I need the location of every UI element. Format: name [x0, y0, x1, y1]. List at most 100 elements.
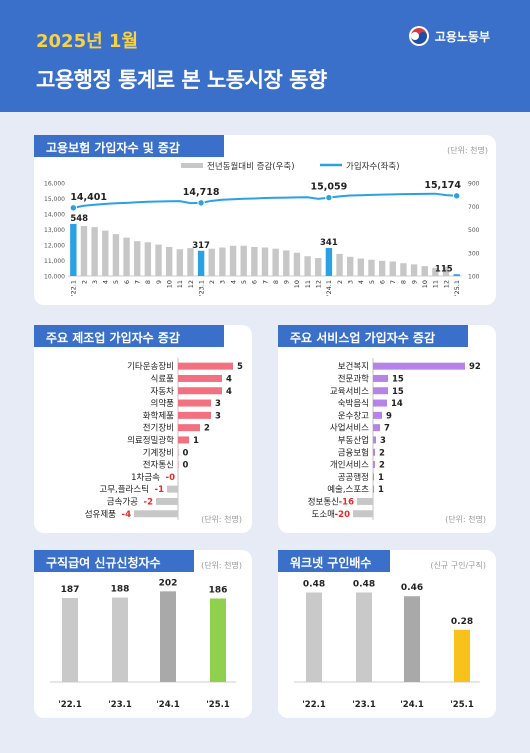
bar-25 [336, 253, 343, 276]
legend-line-label: 가입자수(좌축) [346, 162, 400, 172]
y-left-tick: 14,000 [44, 212, 65, 219]
y-right-tick: 300 [468, 250, 480, 257]
bar-7 [178, 448, 179, 456]
bar-4 [178, 411, 211, 419]
x-tick: 6 [123, 280, 131, 284]
x-tick: 12 [442, 280, 450, 288]
category-label: '23.1 [108, 700, 132, 710]
category-label: 정보통신 [308, 496, 339, 507]
y-left-tick: 11,000 [44, 258, 65, 265]
bar-17 [251, 246, 258, 276]
x-tick: 5 [240, 280, 248, 284]
y-left-tick: 12,000 [44, 243, 65, 250]
category-label: 의료정밀광학 [127, 435, 174, 446]
bar-2 [404, 596, 420, 682]
services-card: 주요 서비스업 가입자수 증감 (단위: 천명) 보건복지 92 전문과학 15 교육서… [278, 325, 496, 533]
bar-27 [357, 258, 365, 276]
x-tick: '25.1 [453, 280, 461, 296]
bar-2 [91, 227, 98, 276]
y-right-tick: 900 [468, 181, 480, 188]
value-label: 0.28 [451, 617, 473, 627]
bar-0 [306, 592, 322, 682]
bar-6 [178, 436, 189, 444]
bar-7 [373, 448, 375, 456]
bar-16 [240, 245, 247, 276]
bar-13 [208, 248, 215, 276]
value-label: 1 [193, 436, 199, 446]
bar-6 [134, 241, 141, 276]
bar-7 [144, 242, 152, 276]
bar-1 [373, 374, 388, 382]
manufacturing-unit: (단위: 천명) [201, 515, 242, 524]
category-label: 사업서비스 [330, 424, 369, 434]
category-label: 예술,스포츠 [327, 484, 369, 495]
value-label: -16 [339, 497, 354, 507]
bar-26 [346, 256, 354, 276]
value-label: 7 [384, 424, 390, 434]
bar-2 [373, 387, 388, 395]
bar-3 [454, 629, 470, 682]
line-point-0 [69, 204, 78, 212]
category-label: 교육서비스 [330, 387, 369, 397]
bar-32 [410, 264, 418, 276]
category-label: 공공행정 [338, 472, 369, 483]
x-tick: '22.1 [70, 280, 78, 296]
category-label: 의약품 [151, 398, 175, 409]
value-label: -4 [122, 510, 132, 520]
value-label: 1 [378, 485, 384, 495]
bar-29 [378, 260, 386, 276]
worknet-chart: 0.48 '22.1 0.48 '23.1 0.46 '24.1 0.28 '25.1 [294, 580, 480, 710]
value-label: 0.46 [401, 583, 423, 593]
value-label: 0 [183, 461, 189, 471]
x-tick: '24.1 [325, 280, 333, 296]
benefits-card: 구직급여 신규신청자수 (단위: 천명) 187 '22.1 188 '23.1 202… [34, 550, 252, 718]
category-label: 기계장비 [143, 447, 174, 458]
bar-3 [178, 399, 211, 407]
bar-0 [70, 223, 77, 276]
manufacturing-chart: 기타운송장비 5 식료품 4 자동차 4 의약품 3 화학제품 3 전기장비 2 의료정밀광학 1 기계장비… [85, 358, 243, 520]
bar-9 [373, 473, 374, 481]
bar-28 [368, 259, 375, 276]
legend-bar-swatch [181, 163, 203, 168]
x-tick: 12 [187, 280, 195, 288]
report-month: 2025년 1월 [36, 31, 139, 52]
x-tick: 9 [283, 280, 291, 284]
value-label: 187 [61, 585, 80, 595]
x-tick: 7 [389, 280, 397, 284]
ministry-logo: 고용노동부 [408, 25, 490, 47]
bar-4 [112, 234, 120, 276]
line-point-36 [452, 192, 461, 200]
x-tick: 8 [144, 280, 152, 284]
value-label: 3 [380, 436, 386, 446]
bar-9 [165, 246, 173, 276]
category-label: '22.1 [58, 700, 82, 710]
x-tick: 2 [336, 280, 344, 284]
x-tick: 9 [410, 280, 418, 284]
bar-8 [155, 244, 162, 276]
category-label: 1차금속 [131, 473, 160, 483]
value-label: 0.48 [303, 580, 325, 590]
bar-6 [373, 436, 376, 444]
line-value-label: 15,059 [311, 182, 348, 193]
x-tick: 6 [251, 280, 259, 284]
bar-12 [197, 250, 205, 276]
bar-11 [156, 497, 178, 505]
bar-12 [353, 510, 373, 518]
bar-2 [178, 387, 222, 395]
value-label: -0 [166, 473, 176, 483]
worknet-unit: (신규 구인/구직) [430, 561, 486, 570]
bar-31 [400, 263, 407, 276]
bar-4 [373, 411, 382, 419]
value-label: 2 [204, 424, 210, 434]
x-tick: '23.1 [197, 280, 205, 296]
bar-1 [178, 374, 222, 382]
x-tick: 4 [229, 280, 237, 284]
bar-10 [167, 485, 178, 493]
bar-3 [102, 230, 109, 276]
insurance-chart: 전년동월대비 증감(우축) 가입자수(좌축) 10,000 11,000 12,00… [44, 161, 480, 296]
y-left-tick: 16,000 [44, 181, 65, 188]
taegeuk-icon [408, 26, 429, 46]
bar-3 [210, 598, 226, 682]
bar-value-label: 341 [320, 238, 338, 248]
services-chart: 보건복지 92 전문과학 15 교육서비스 15 숙박음식 14 운수창고 9 사업서비스 7 부동산업… [308, 358, 481, 520]
